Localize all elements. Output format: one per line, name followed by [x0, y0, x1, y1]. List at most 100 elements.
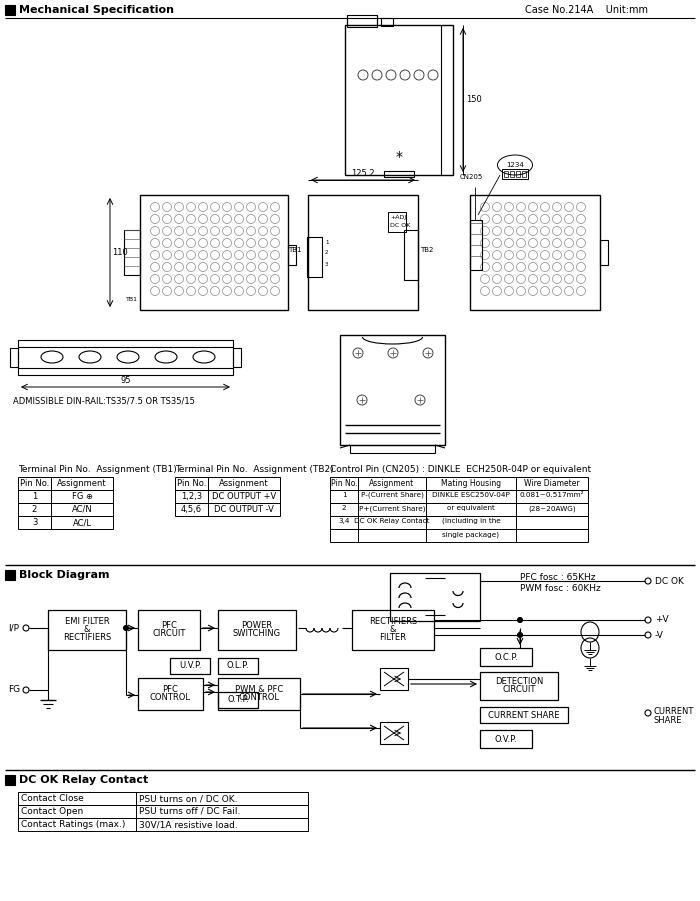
Text: P+(Current Share): P+(Current Share) [358, 505, 426, 512]
Text: 2: 2 [342, 505, 346, 511]
Bar [233, 348, 241, 367]
Text: Contact Ratings (max.): Contact Ratings (max.) [21, 820, 125, 829]
Text: RECTIFIERS: RECTIFIERS [369, 617, 417, 626]
Bar [522, 171, 526, 177]
Text: 1: 1 [325, 240, 328, 244]
Bar [470, 220, 482, 270]
Bar [18, 490, 113, 503]
Bar [140, 195, 288, 310]
Text: Mating Housing: Mating Housing [441, 479, 501, 488]
Circle shape [517, 633, 522, 638]
Text: 3: 3 [32, 518, 37, 527]
Text: 110: 110 [112, 248, 127, 257]
Text: 1: 1 [342, 492, 346, 498]
Text: U.V.P.: U.V.P. [178, 661, 202, 670]
Bar [18, 805, 308, 818]
Text: &: & [390, 625, 396, 634]
Bar [10, 348, 18, 367]
Text: DC OK: DC OK [390, 223, 410, 228]
Text: TB2: TB2 [420, 247, 433, 253]
Text: POWER: POWER [241, 622, 272, 631]
Bar [340, 335, 445, 445]
Bar [218, 692, 258, 708]
Bar [347, 15, 377, 27]
Text: 2: 2 [32, 505, 37, 514]
Bar [502, 169, 528, 179]
Text: TB1: TB1 [288, 247, 302, 253]
Text: CURRENT SHARE: CURRENT SHARE [489, 711, 560, 720]
Text: FG: FG [8, 686, 20, 695]
Bar [388, 212, 406, 232]
Text: I/P: I/P [8, 623, 19, 633]
Text: PSU turns off / DC Fail.: PSU turns off / DC Fail. [139, 807, 240, 816]
Text: CIRCUIT: CIRCUIT [503, 686, 536, 695]
Text: DINKLE ESC250V-04P: DINKLE ESC250V-04P [432, 492, 510, 498]
Text: PWM fosc : 60KHz: PWM fosc : 60KHz [520, 584, 601, 593]
Text: Pin No.: Pin No. [177, 479, 206, 488]
Text: 3: 3 [325, 261, 328, 267]
Bar [138, 610, 200, 650]
Text: Block Diagram: Block Diagram [19, 570, 109, 580]
Bar [175, 490, 280, 503]
Text: DC OK Relay Contact: DC OK Relay Contact [19, 775, 148, 785]
Text: DC OUTPUT -V: DC OUTPUT -V [214, 505, 274, 514]
Bar [470, 195, 600, 310]
Text: 30V/1A resistive load.: 30V/1A resistive load. [139, 820, 238, 829]
Bar [18, 477, 113, 490]
Bar [350, 445, 435, 453]
Text: CONTROL: CONTROL [150, 694, 191, 703]
Bar [138, 678, 203, 710]
Bar [480, 730, 532, 748]
Text: O.T.P.: O.T.P. [227, 696, 249, 705]
Text: +V: +V [655, 615, 668, 624]
Bar [218, 610, 296, 650]
Bar [330, 503, 588, 516]
Text: O.V.P.: O.V.P. [495, 734, 517, 743]
Text: 1234: 1234 [506, 162, 524, 168]
Bar [330, 516, 588, 529]
Text: 95: 95 [120, 376, 131, 385]
Text: O.L.P.: O.L.P. [227, 661, 249, 670]
Text: CURRENT: CURRENT [653, 707, 694, 716]
Text: SWITCHING: SWITCHING [233, 630, 281, 639]
Bar [480, 672, 558, 700]
Text: 2: 2 [325, 250, 328, 256]
Bar [345, 25, 453, 175]
Text: 4,5,6: 4,5,6 [181, 505, 202, 514]
Bar [18, 818, 308, 831]
Text: 3,4: 3,4 [338, 518, 350, 524]
Text: ADMISSIBLE DIN-RAIL:TS35/7.5 OR TS35/15: ADMISSIBLE DIN-RAIL:TS35/7.5 OR TS35/15 [13, 397, 195, 406]
Text: DC OK: DC OK [655, 577, 684, 586]
Bar [18, 503, 113, 516]
Text: 1: 1 [32, 492, 37, 501]
Text: Wire Diameter: Wire Diameter [524, 479, 580, 488]
Bar [18, 340, 233, 347]
Bar [381, 18, 393, 26]
Text: RECTIFIERS: RECTIFIERS [63, 633, 111, 642]
Text: EMI FILTER: EMI FILTER [64, 617, 109, 626]
Text: SHARE: SHARE [653, 716, 682, 725]
Bar [380, 722, 408, 744]
Bar [18, 516, 113, 529]
Bar [288, 245, 296, 265]
Text: -V: -V [655, 631, 664, 640]
Text: *: * [395, 150, 402, 164]
Bar [380, 668, 408, 690]
Text: +ADJ: +ADJ [390, 215, 406, 220]
Text: TB1: TB1 [126, 297, 138, 302]
Bar [5, 570, 15, 580]
Text: PSU turns on / DC OK.: PSU turns on / DC OK. [139, 794, 237, 803]
Text: Terminal Pin No.  Assignment (TB2): Terminal Pin No. Assignment (TB2) [175, 465, 334, 474]
Bar [308, 195, 418, 310]
Bar [18, 792, 308, 805]
Bar [175, 503, 280, 516]
Text: (Including in the: (Including in the [442, 518, 500, 524]
Text: Mechanical Specification: Mechanical Specification [19, 5, 174, 15]
Bar [504, 171, 508, 177]
Bar [516, 171, 520, 177]
Text: P-(Current Share): P-(Current Share) [360, 492, 424, 498]
Text: PFC fosc : 65KHz: PFC fosc : 65KHz [520, 573, 596, 582]
Text: (28~20AWG): (28~20AWG) [528, 505, 576, 512]
Bar [170, 658, 210, 674]
Text: CIRCUIT: CIRCUIT [153, 630, 186, 639]
